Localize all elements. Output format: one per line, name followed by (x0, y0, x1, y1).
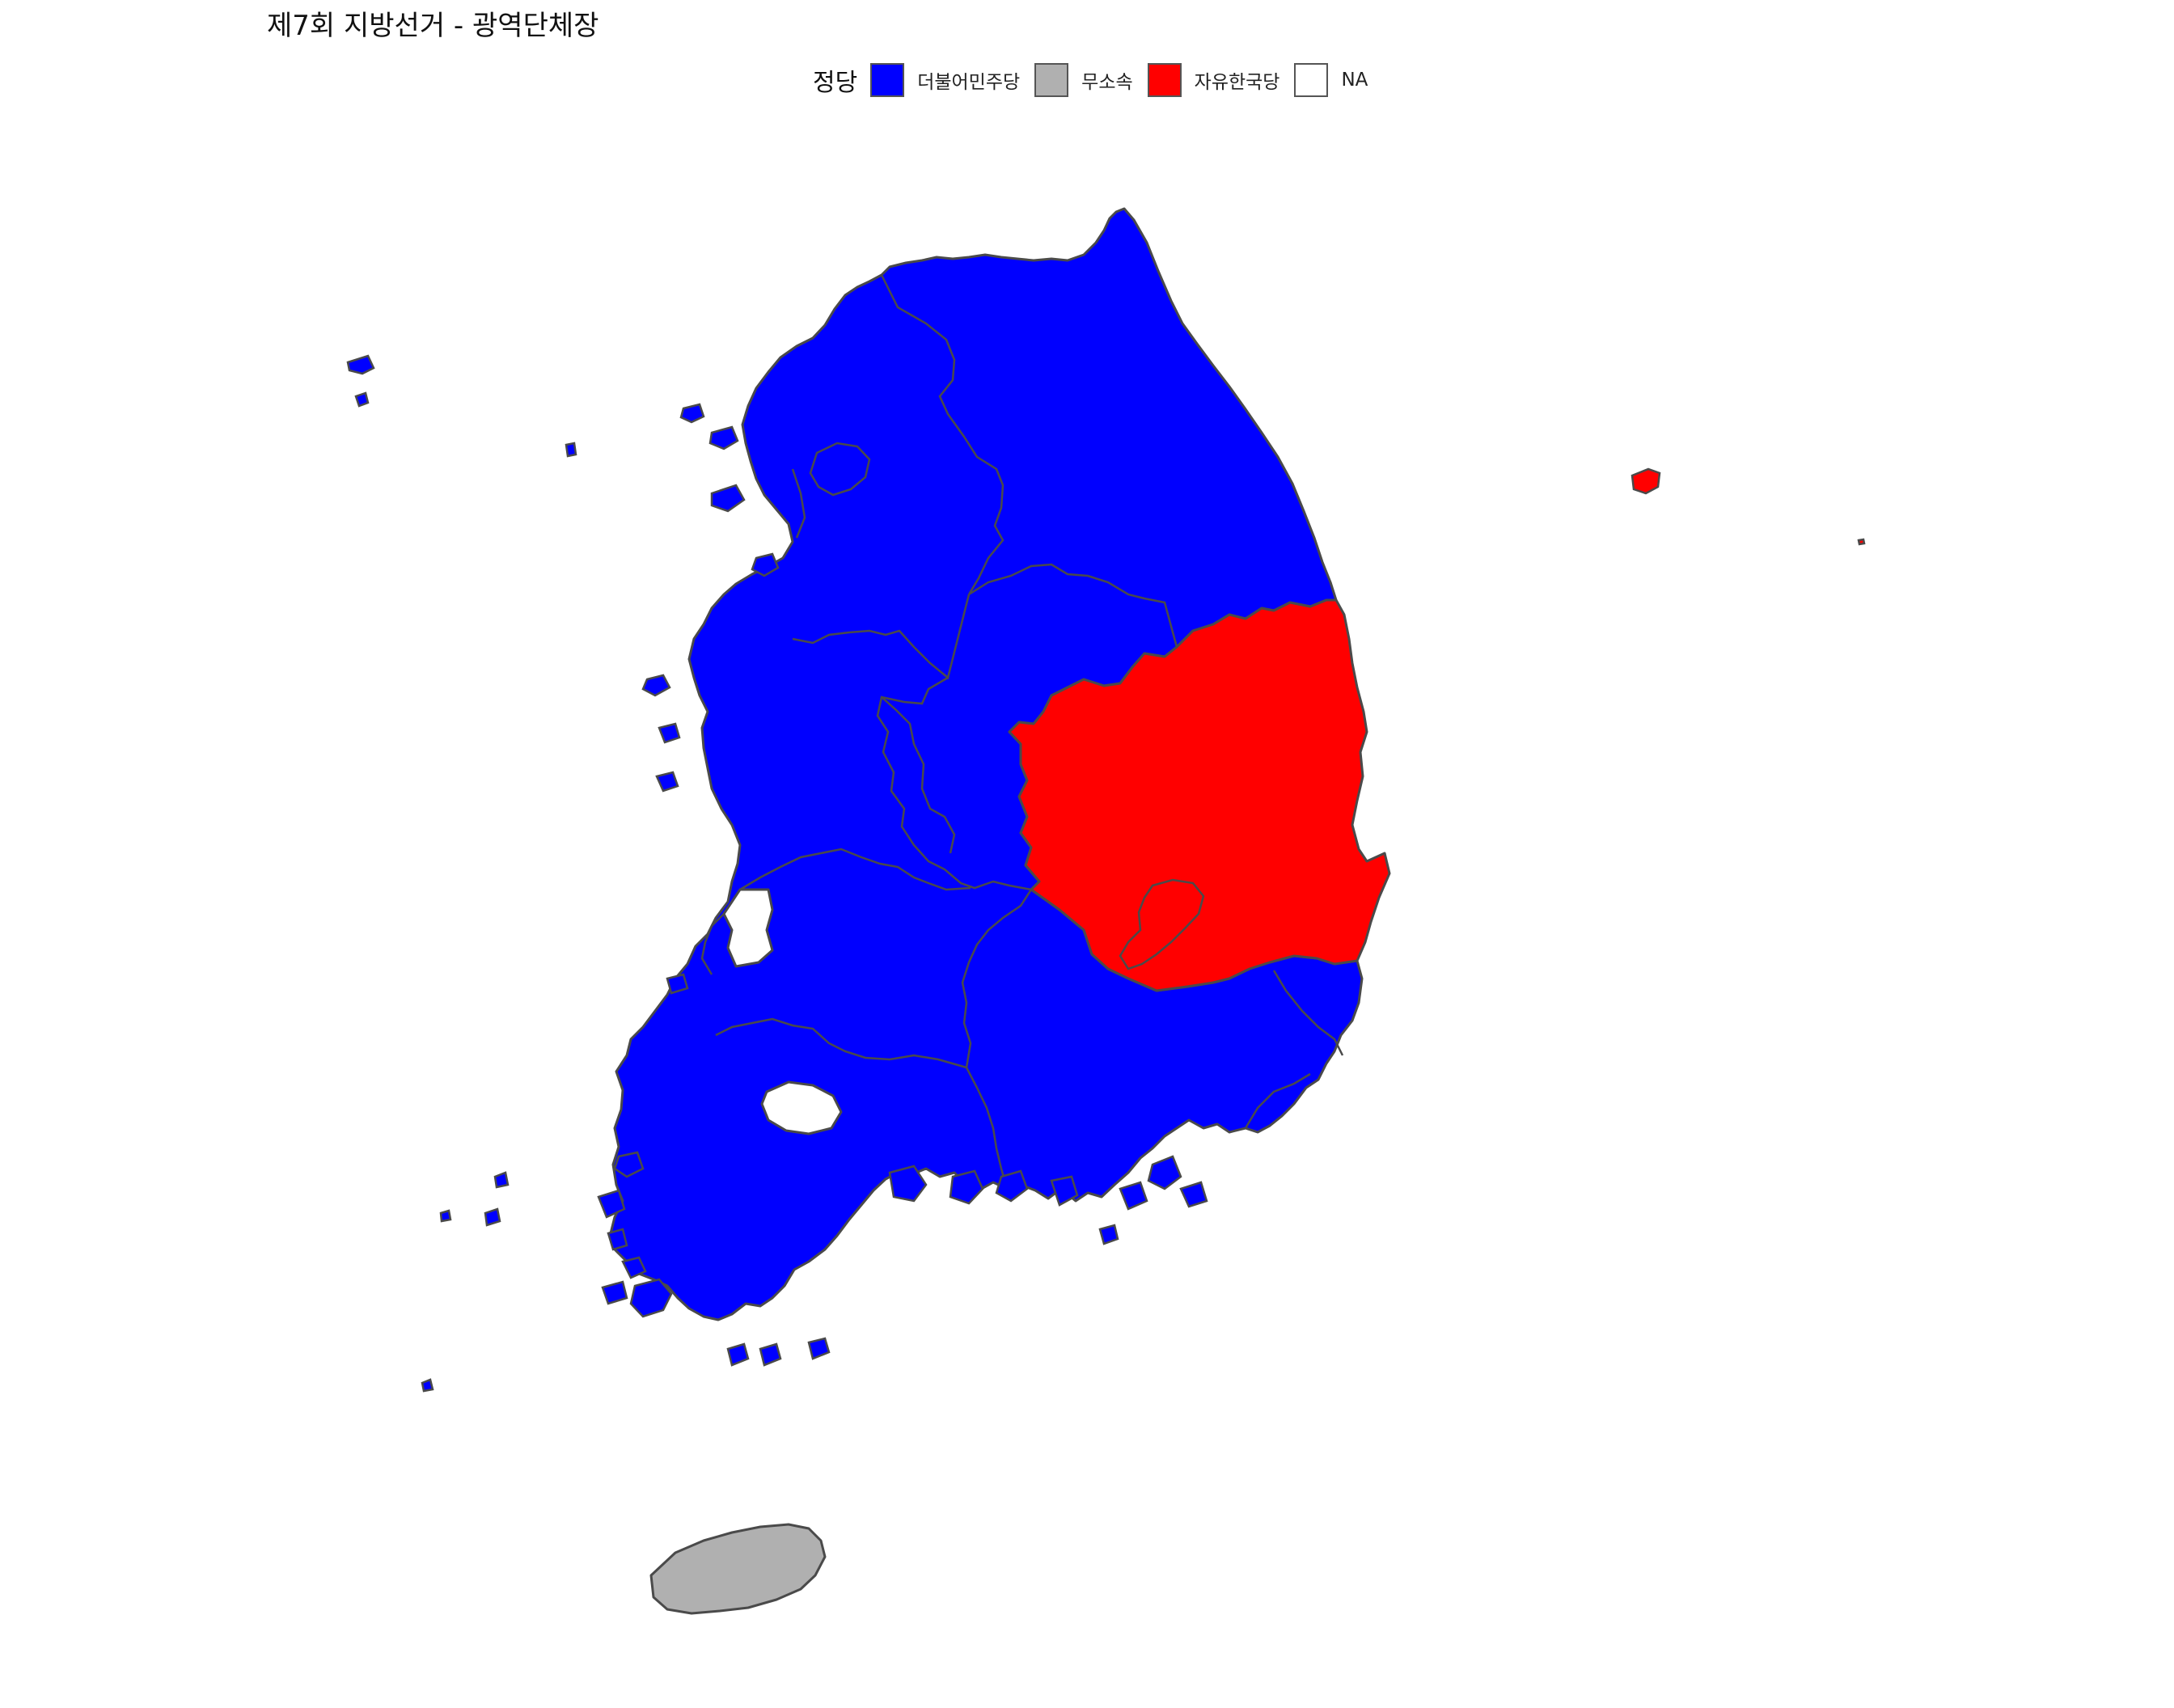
map-title: 제7회 지방선거 - 광역단체장 (267, 10, 599, 42)
legend-label-independent: 무소속 (1081, 72, 1133, 93)
boundary-gyeonggi-gangwon (880, 274, 1005, 595)
legend-title: 정당 (813, 69, 858, 97)
legend-swatch-liberty-korea (1147, 63, 1182, 97)
legend-label-liberty-korea: 자유한국당 (1194, 72, 1280, 93)
boundary-gyeongnam-busan (1244, 1072, 1311, 1129)
boundary-sejong-daejeon (881, 696, 956, 854)
legend-label-na: NA (1341, 70, 1368, 91)
boundary-jeonbuk-jeonnam (715, 1017, 967, 1069)
region-gwangju-hole (760, 1080, 843, 1135)
island-dokdo (1857, 538, 1866, 546)
boundary-gyeonggi-chungnam (792, 594, 971, 680)
boundary-incheon (791, 468, 806, 539)
legend-swatch-na (1294, 63, 1329, 97)
boundary-seoul (809, 442, 871, 497)
boundary-chungnam-chungbuk (876, 676, 1032, 891)
boundary-jeonbuk-gyeongnam (961, 889, 1033, 1068)
legend-label-minjoo: 더불어민주당 (917, 72, 1021, 93)
south-coast-islands (888, 1155, 1208, 1245)
legend-swatch-minjoo (870, 63, 905, 97)
legend-item-liberty-korea: 자유한국당 (1147, 63, 1280, 97)
na-coast-line (700, 913, 725, 975)
boundary-chungbuk-north (968, 563, 1178, 648)
legend-item-independent: 무소속 (1034, 63, 1133, 97)
region-jeju-independent (649, 1523, 827, 1615)
region-gyeongbuk-liberty (1008, 598, 1391, 992)
boundary-jeonnam-gyeongnam (965, 1067, 1009, 1190)
legend: 정당 더불어민주당 무소속 자유한국당 NA (813, 60, 1382, 100)
daegu-boundary (1119, 878, 1205, 970)
boundary-chungnam-jeonbuk (739, 848, 971, 891)
legend-swatch-independent (1034, 63, 1069, 97)
island-ulleungdo (1630, 467, 1661, 495)
boundary-ulsan-busan (1272, 970, 1344, 1056)
west-coast-islands (346, 354, 831, 1393)
legend-item-na: NA (1294, 63, 1368, 97)
legend-item-minjoo: 더불어민주당 (870, 63, 1020, 97)
region-na-west (722, 888, 774, 968)
